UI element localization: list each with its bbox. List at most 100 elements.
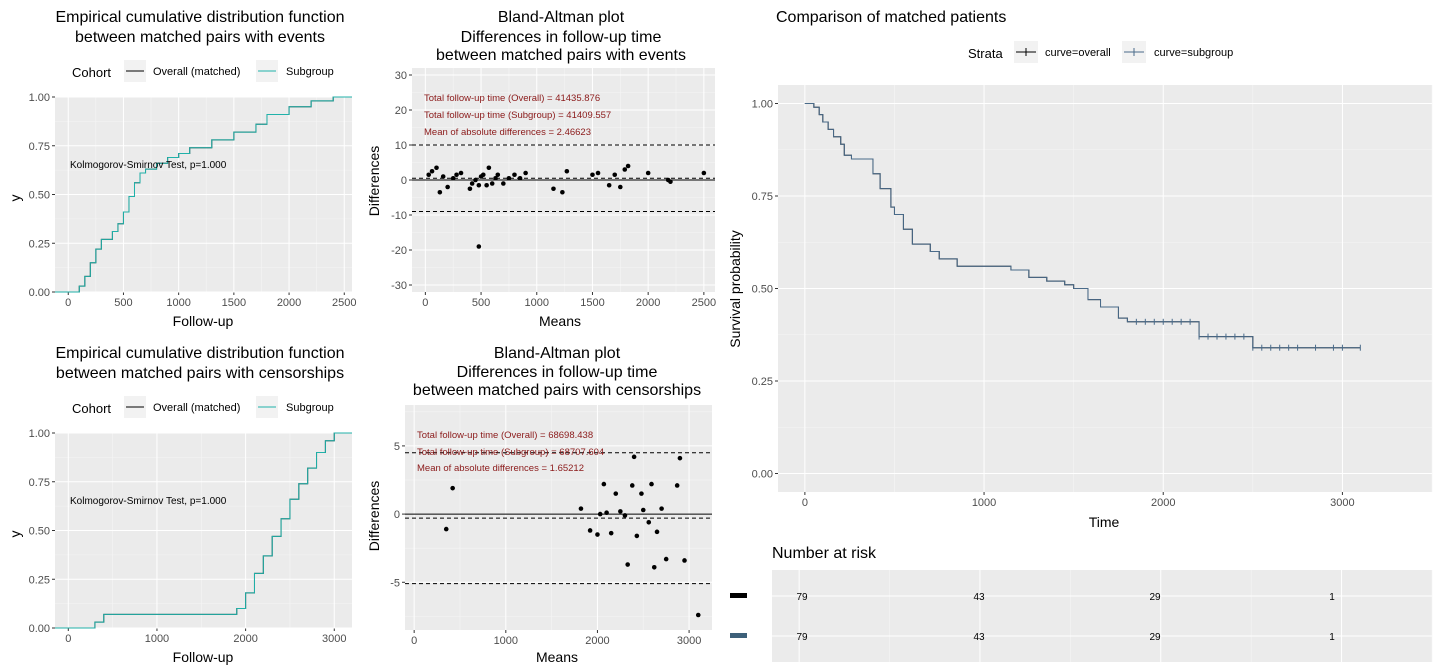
ba_censor-y-tick-label: 0 — [394, 509, 400, 521]
ba_events-x-tick-label: 1000 — [525, 297, 549, 309]
ba-events-point — [450, 175, 456, 181]
ba-events-point — [476, 244, 482, 249]
ba-events-point — [501, 181, 506, 186]
ba-events-point — [458, 170, 464, 176]
ecdf-events-legend-title: Cohort — [72, 65, 111, 80]
ba_events-y-tick-label: 0 — [401, 175, 407, 187]
ba-events-point — [467, 186, 473, 192]
ba-events-point — [701, 170, 707, 176]
ba-censor-point — [659, 506, 664, 511]
ecdf_events-x-tick-label: 2500 — [332, 297, 356, 309]
ecdf-censor-series-subgroup — [55, 432, 352, 629]
ecdf-events-plot-panel: 0 500 1000 1500 2000 2500 0.00 0.25 0.50 0.75 1.00 — [29, 92, 357, 309]
ba-censor-point — [625, 562, 630, 567]
km-legend-label-subgroup: curve=subgroup — [1154, 47, 1233, 59]
ecdf-events-title-line1: Empirical cumulative distribution functi… — [55, 9, 344, 26]
ba-censor-title-line3: between matched pairs with censorships — [413, 382, 701, 399]
ba-censor-point — [654, 529, 660, 535]
ecdf-events-legend-label-subgroup: Subgroup — [286, 66, 334, 78]
km-y-axis-title: Survival probability — [727, 230, 743, 348]
ba-censor-point — [646, 519, 652, 525]
ecdf-events-title-line2: between matched pairs with events — [75, 29, 325, 46]
ba-events-point — [625, 163, 631, 169]
ba-events-point — [618, 184, 623, 190]
ba-censor-point — [649, 481, 654, 487]
ba_events-x-tick-label: 0 — [422, 297, 428, 309]
ecdf_censor-y-tick-label: 0.00 — [29, 623, 50, 635]
ba-events-point — [551, 186, 556, 192]
risk-cell-subgroup-t2000: 29 — [1149, 632, 1161, 643]
ba-events-point — [645, 170, 651, 176]
km-y-tick-label: 0.50 — [752, 284, 773, 296]
ecdf-censor-chart: Empirical cumulative distribution functi… — [7, 345, 352, 665]
ba-events-point — [473, 177, 478, 183]
ba-events-point — [484, 182, 489, 188]
ecdf-censor-title-line1: Empirical cumulative distribution functi… — [55, 345, 344, 362]
ba-censor-point — [622, 513, 628, 518]
ba-censor-point — [651, 564, 657, 570]
ba-censor-point — [578, 506, 584, 511]
ba-events-y-axis-title: Differences — [366, 146, 382, 217]
ecdf_censor-x-tick-label: 1000 — [145, 633, 169, 645]
ba-censor-point — [604, 510, 609, 516]
ba-censor-title-line1: Bland-Altman plot — [494, 345, 621, 362]
ba_events-y-tick-label: -20 — [391, 245, 407, 257]
ba_censor-x-tick-label: 2000 — [585, 635, 609, 647]
ba-events-point — [612, 172, 618, 178]
ba-censor-point — [595, 532, 600, 537]
ba-events-plot-panel: 0 500 1000 1500 2000 2500 -30 -20 -10 0 10 20 30 — [391, 68, 716, 309]
ba_censor-panel-background — [405, 405, 712, 630]
ecdf_censor-x-tick-label: 3000 — [322, 633, 346, 645]
ecdf-censor-title-line2: between matched pairs with censorships — [56, 365, 344, 382]
ba-events-point — [622, 167, 628, 172]
ba-censor-title-line2: Differences in follow-up time — [457, 364, 658, 381]
ecdf_events-x-tick-label: 2000 — [277, 297, 301, 309]
ba-events-point — [595, 170, 601, 176]
ecdf-events-y-axis-title: y — [7, 195, 23, 202]
ba-events-point — [506, 175, 512, 181]
km-y-tick-label: 1.00 — [752, 99, 773, 111]
ecdf_censor-x-tick-label: 0 — [65, 633, 71, 645]
ecdf_censor-y-tick-label: 1.00 — [29, 428, 50, 440]
risk-cell-overall-t1000: 43 — [973, 592, 985, 603]
ba_censor-y-tick-label: 5 — [394, 441, 400, 453]
ba-censor-point — [443, 526, 449, 532]
ba_events-y-tick-label: 20 — [395, 105, 407, 117]
risk-cell-overall-t2000: 29 — [1149, 592, 1161, 603]
km-x-tick-label: 1000 — [972, 497, 996, 509]
ba-censor-x-axis-title: Means — [536, 649, 578, 665]
km-series-subgroup — [804, 103, 1361, 349]
ba_events-y-tick-label: 10 — [395, 140, 407, 152]
ba-events-chart: Bland-Altman plot Differences in follow-… — [366, 9, 716, 329]
ecdf_events-y-tick-label: 0.25 — [29, 238, 50, 250]
ecdf_censor-x-tick-label: 2000 — [233, 633, 257, 645]
risk-row-swatch-subgroup — [730, 633, 747, 638]
ecdf-censor-ks-annotation: Kolmogorov-Smirnov Test, p=1.000 — [70, 496, 227, 507]
ba-censor-point — [601, 481, 607, 487]
ba-events-point — [523, 170, 528, 176]
ecdf-events-x-axis-title: Follow-up — [173, 313, 234, 329]
ba_events-x-tick-label: 2000 — [636, 297, 660, 309]
ecdf_events-y-tick-label: 0.50 — [29, 190, 50, 202]
risk-table-panel — [772, 570, 1433, 662]
ecdf-censor-plot-panel: 0 1000 2000 3000 0.00 0.25 0.50 0.75 1.00 — [29, 428, 352, 645]
ba-censor-point — [677, 455, 683, 461]
ba-censor-point — [608, 530, 614, 536]
ba-events-point — [512, 172, 517, 178]
ba-events-point — [426, 172, 432, 178]
ba-events-annotation-mean-abs: Mean of absolute differences = 2.46623 — [424, 127, 591, 138]
ba-events-point — [495, 172, 501, 178]
ba_events-y-tick-label: -10 — [391, 210, 407, 222]
km-y-tick-label: 0.00 — [752, 469, 773, 481]
ecdf-censor-legend-label-subgroup: Subgroup — [286, 402, 334, 414]
risk-table-title: Number at risk — [772, 545, 877, 562]
ba-events-point — [454, 172, 459, 178]
ba-events-point — [434, 165, 439, 171]
ba-censor-annotation-mean-abs: Mean of absolute differences = 1.65212 — [417, 463, 584, 474]
ba_events-x-tick-label: 500 — [472, 297, 490, 309]
risk-table: Number at risk 79 43 29 1 79 43 29 1 — [730, 545, 1433, 662]
km-y-tick-label: 0.75 — [752, 191, 773, 203]
ba-events-title-line3: between matched pairs with events — [436, 47, 686, 64]
ba-censor-point — [629, 483, 635, 488]
ecdf-censor-legend-label-overall: Overall (matched) — [153, 402, 240, 414]
